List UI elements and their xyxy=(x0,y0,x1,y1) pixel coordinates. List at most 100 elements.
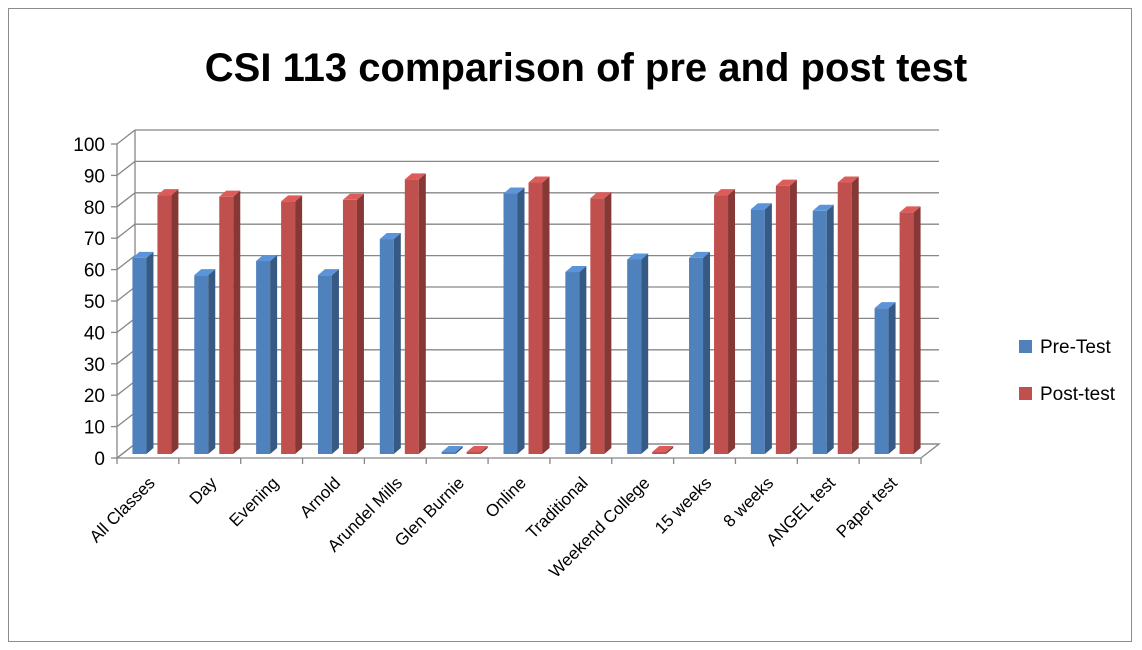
floor xyxy=(115,443,941,459)
bar-front xyxy=(899,212,914,454)
bar-top xyxy=(219,190,241,197)
legend-swatch xyxy=(1019,340,1032,353)
bar-front xyxy=(132,257,147,454)
bar-post-test xyxy=(528,176,550,455)
chart-title: CSI 113 comparison of pre and post test xyxy=(205,46,967,90)
x-category-label: Day xyxy=(186,473,221,508)
bar-pre-test xyxy=(256,255,278,454)
y-tick-label: 40 xyxy=(84,323,105,344)
bar-side xyxy=(517,187,525,454)
bar-pre-test xyxy=(503,187,525,454)
bar-front xyxy=(714,195,729,454)
bar-side xyxy=(146,251,154,454)
legend-label: Post-test xyxy=(1040,384,1116,405)
bar-post-test xyxy=(714,189,736,454)
y-tick-label: 0 xyxy=(94,449,105,470)
y-tick-label: 100 xyxy=(73,135,105,156)
bar-side xyxy=(356,193,364,454)
bar-top xyxy=(750,203,772,210)
bar-top xyxy=(627,253,649,260)
bar-side xyxy=(455,446,463,454)
bar-front xyxy=(219,196,234,455)
bar-side xyxy=(270,255,278,454)
bar-front xyxy=(466,452,481,454)
bar-side xyxy=(480,446,488,454)
bar-side xyxy=(233,190,241,455)
bar-front xyxy=(281,201,296,454)
bar-top xyxy=(466,446,488,452)
bar-front xyxy=(441,452,456,454)
bar-post-test xyxy=(775,179,797,454)
legend-swatch xyxy=(1019,387,1032,400)
bar-top xyxy=(590,192,612,199)
bar-top xyxy=(342,193,364,200)
bar-top xyxy=(132,251,154,258)
bar-front xyxy=(317,275,332,454)
legend-label: Pre-Test xyxy=(1040,337,1111,358)
bar-side xyxy=(888,302,896,454)
bar-pre-test xyxy=(132,251,154,454)
bar-top xyxy=(837,176,859,183)
bar-top xyxy=(194,269,216,276)
bar-front xyxy=(404,179,419,454)
gridline-side xyxy=(116,412,136,428)
bar-side xyxy=(604,192,612,455)
y-tick-label: 30 xyxy=(84,355,105,376)
bar-top xyxy=(404,173,426,180)
bar-front xyxy=(590,198,605,454)
gridline-side xyxy=(116,255,136,271)
bar-front xyxy=(256,261,271,454)
bar-pre-test xyxy=(379,233,401,454)
bar-front xyxy=(812,210,827,454)
y-tick-label: 60 xyxy=(84,261,105,282)
bar-post-test xyxy=(281,195,303,454)
bar-post-test xyxy=(837,176,859,455)
bar-front xyxy=(379,239,394,454)
gridline-side xyxy=(116,160,136,176)
bar-side xyxy=(331,269,339,454)
bar-post-test xyxy=(652,446,674,454)
bar-front xyxy=(750,209,765,454)
gridline-side xyxy=(116,349,136,365)
bar-front xyxy=(528,182,543,455)
bar-top xyxy=(812,204,834,211)
y-tick-label: 10 xyxy=(84,418,105,439)
bar-chart: CSI 113 comparison of pre and post test … xyxy=(73,46,1116,582)
x-category-label: Evening xyxy=(226,473,283,530)
bar-pre-test xyxy=(689,251,711,454)
bar-post-test xyxy=(219,190,241,455)
bar-top xyxy=(317,269,339,276)
bar-front xyxy=(342,199,357,454)
bar-pre-test xyxy=(874,302,896,454)
bar-post-test xyxy=(342,193,364,454)
bar-front xyxy=(565,272,580,454)
gridline-side xyxy=(116,317,136,333)
bar-side xyxy=(393,233,401,454)
y-tick-label: 80 xyxy=(84,198,105,219)
gridline-side xyxy=(116,129,136,145)
bar-front xyxy=(874,308,889,454)
bar-front xyxy=(157,195,172,454)
bar-side xyxy=(208,269,216,454)
bar-top xyxy=(441,446,463,452)
bar-top xyxy=(714,189,736,196)
bar-top xyxy=(503,187,525,194)
bar-side xyxy=(851,176,859,455)
bar-front xyxy=(627,259,642,454)
gridline-side xyxy=(116,192,136,208)
x-category-label: All Classes xyxy=(86,473,159,546)
y-tick-label: 70 xyxy=(84,229,105,250)
x-category-label: Arnold xyxy=(296,473,344,521)
bar-side xyxy=(764,203,772,454)
bar-pre-test xyxy=(750,203,772,454)
bar-post-test xyxy=(466,446,488,454)
bar-post-test xyxy=(590,192,612,455)
bar-pre-test xyxy=(812,204,834,454)
bar-top xyxy=(565,266,587,273)
bar-top xyxy=(899,206,921,213)
bar-side xyxy=(171,189,179,454)
bar-side xyxy=(418,173,426,454)
bar-side xyxy=(666,446,674,454)
bar-pre-test xyxy=(627,253,649,454)
gridline-side xyxy=(116,286,136,302)
